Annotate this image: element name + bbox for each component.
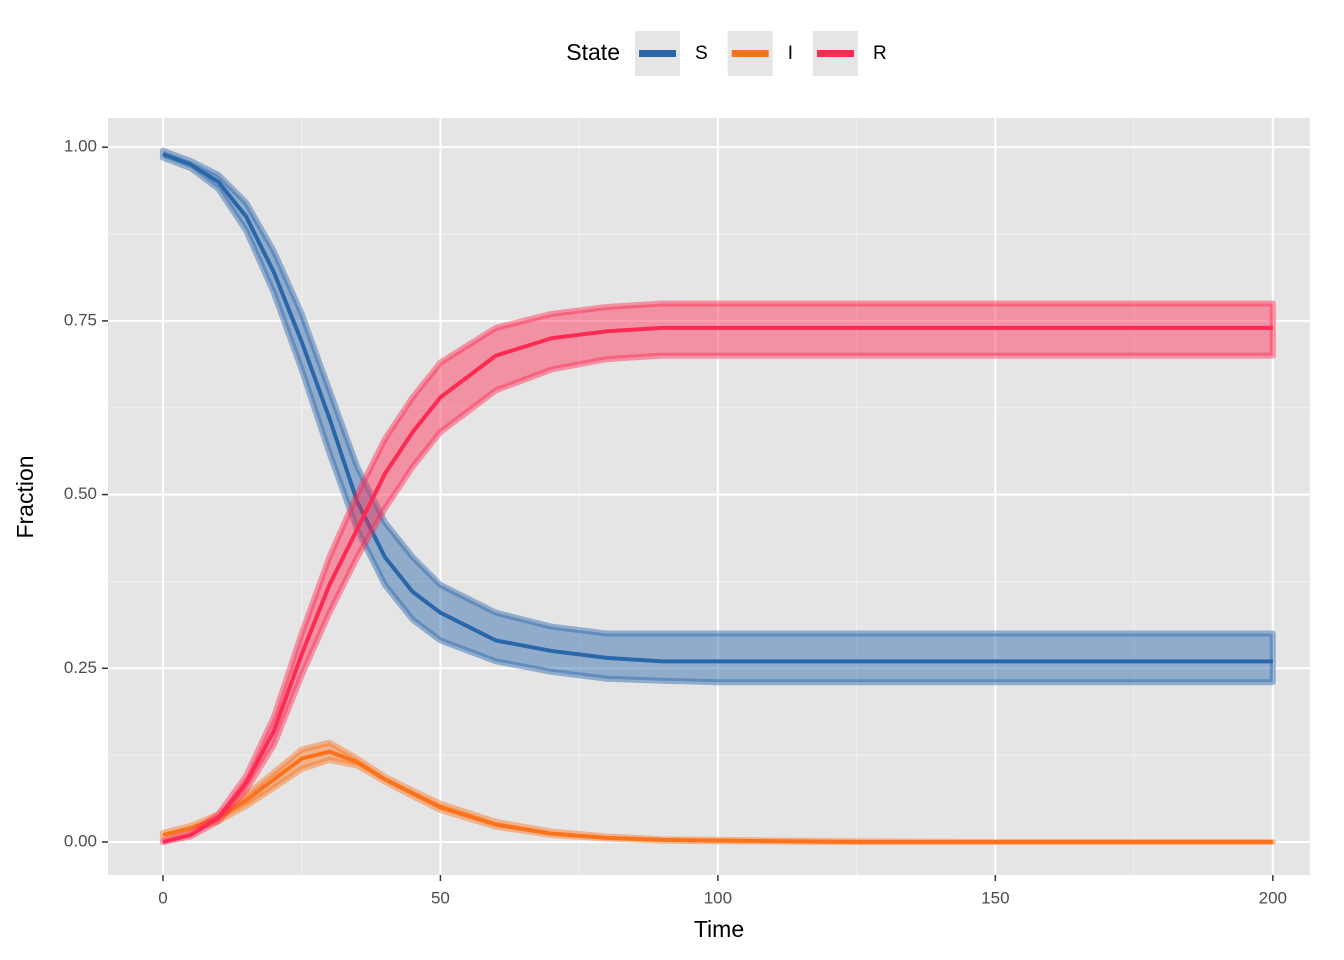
y-axis-title: Fraction: [12, 455, 38, 538]
y-tick-label: 0.50: [64, 484, 97, 503]
y-tick-label: 1.00: [64, 137, 97, 156]
series-band: [159, 147, 1276, 686]
x-tick-label: 200: [1259, 888, 1287, 907]
legend-label: I: [788, 43, 793, 64]
legend-title: State: [566, 39, 620, 65]
series-band: [159, 300, 1276, 845]
panel: [108, 118, 1310, 875]
marks: [159, 147, 1276, 845]
series-line: [162, 749, 1273, 844]
series-line: [162, 152, 1273, 664]
x-tick-label: 0: [158, 888, 167, 907]
y-tick-label: 0.25: [64, 658, 97, 677]
x-axis-title: Time: [694, 916, 744, 942]
series-line: [162, 325, 1273, 844]
y-tick-label: 0.75: [64, 310, 97, 329]
legend-label: R: [873, 43, 887, 64]
x-tick-label: 150: [981, 888, 1009, 907]
x-tick-label: 100: [704, 888, 732, 907]
y-tick-label: 0.00: [64, 831, 97, 850]
x-tick-label: 50: [431, 888, 450, 907]
legend-label: S: [695, 43, 708, 64]
